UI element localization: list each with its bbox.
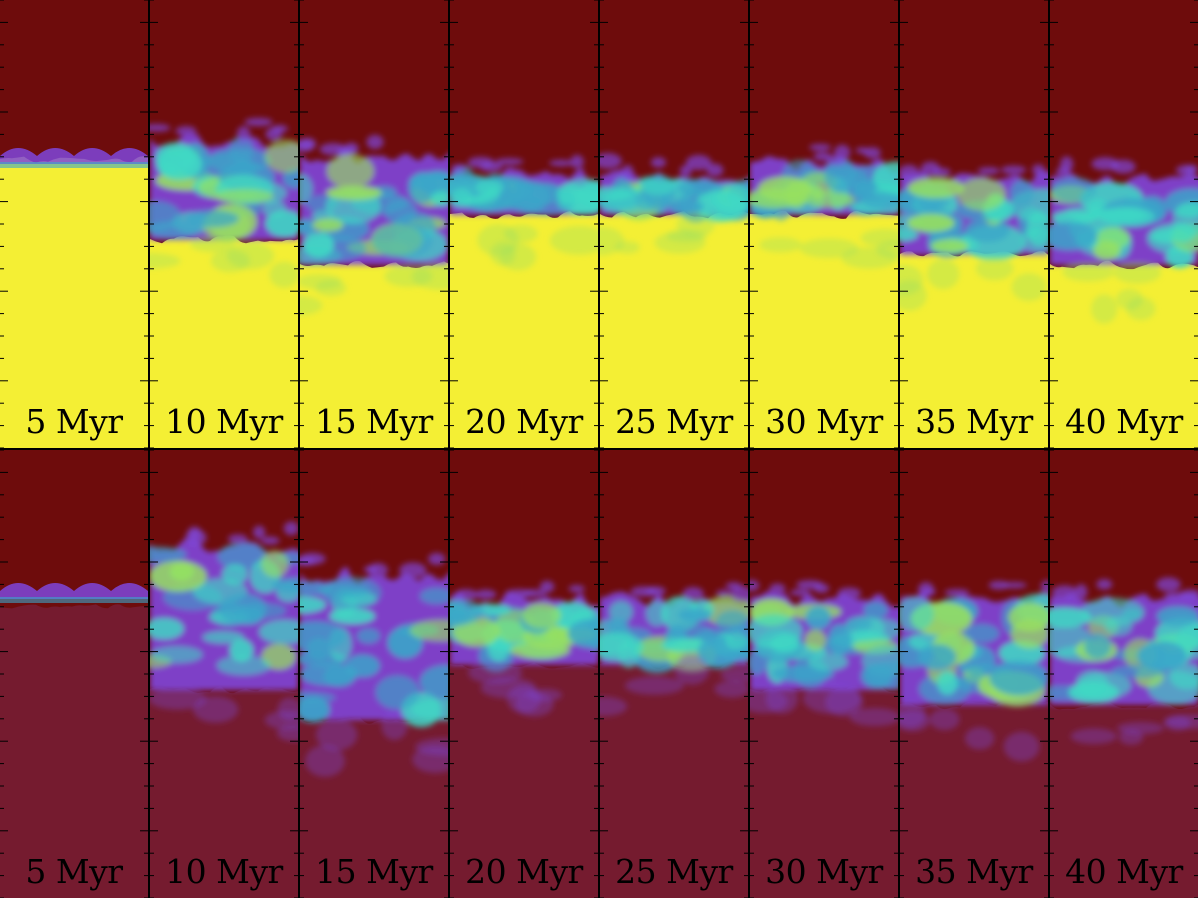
simulation-snapshot	[1050, 450, 1198, 898]
time-label: 10 Myr	[165, 402, 283, 441]
time-label: 20 Myr	[465, 402, 583, 441]
time-label: 5 Myr	[25, 852, 123, 891]
simulation-snapshot	[300, 0, 448, 448]
simulation-snapshot	[1050, 0, 1198, 448]
top-row-panel-7: 35 Myr	[900, 0, 1048, 448]
simulation-snapshot	[0, 450, 148, 898]
time-label: 10 Myr	[165, 852, 283, 891]
top-row-panel-6: 30 Myr	[750, 0, 898, 448]
simulation-snapshot	[750, 450, 898, 898]
top-row-panel-2: 10 Myr	[150, 0, 298, 448]
time-label: 15 Myr	[315, 852, 433, 891]
bottom-row-panel-3: 15 Myr	[300, 450, 448, 898]
top-row-panel-5: 25 Myr	[600, 0, 748, 448]
bottom-row-panel-7: 35 Myr	[900, 450, 1048, 898]
time-label: 20 Myr	[465, 852, 583, 891]
top-row-panel-8: 40 Myr	[1050, 0, 1198, 448]
simulation-snapshot	[750, 0, 898, 448]
simulation-snapshot	[150, 0, 298, 448]
time-label: 25 Myr	[615, 402, 733, 441]
simulation-snapshot	[600, 0, 748, 448]
bottom-row-panel-2: 10 Myr	[150, 450, 298, 898]
time-label: 5 Myr	[25, 402, 123, 441]
bottom-row-panel-8: 40 Myr	[1050, 450, 1198, 898]
time-label: 25 Myr	[615, 852, 733, 891]
time-label: 30 Myr	[765, 852, 883, 891]
time-label: 40 Myr	[1065, 402, 1183, 441]
time-label: 30 Myr	[765, 402, 883, 441]
simulation-snapshot	[900, 0, 1048, 448]
bottom-row-panel-1: 5 Myr	[0, 450, 148, 898]
time-label: 40 Myr	[1065, 852, 1183, 891]
bottom-row-panel-5: 25 Myr	[600, 450, 748, 898]
top-row-panel-1: 5 Myr	[0, 0, 148, 448]
simulation-snapshot	[450, 0, 598, 448]
time-label: 35 Myr	[915, 402, 1033, 441]
simulation-snapshot	[300, 450, 448, 898]
simulation-snapshot	[600, 450, 748, 898]
simulation-snapshot	[900, 450, 1048, 898]
simulation-snapshot	[0, 0, 148, 448]
time-label: 15 Myr	[315, 402, 433, 441]
top-row-panel-4: 20 Myr	[450, 0, 598, 448]
time-label: 35 Myr	[915, 852, 1033, 891]
top-row-panel-3: 15 Myr	[300, 0, 448, 448]
bottom-row-panel-6: 30 Myr	[750, 450, 898, 898]
simulation-snapshot	[450, 450, 598, 898]
simulation-snapshot	[150, 450, 298, 898]
bottom-row-panel-4: 20 Myr	[450, 450, 598, 898]
